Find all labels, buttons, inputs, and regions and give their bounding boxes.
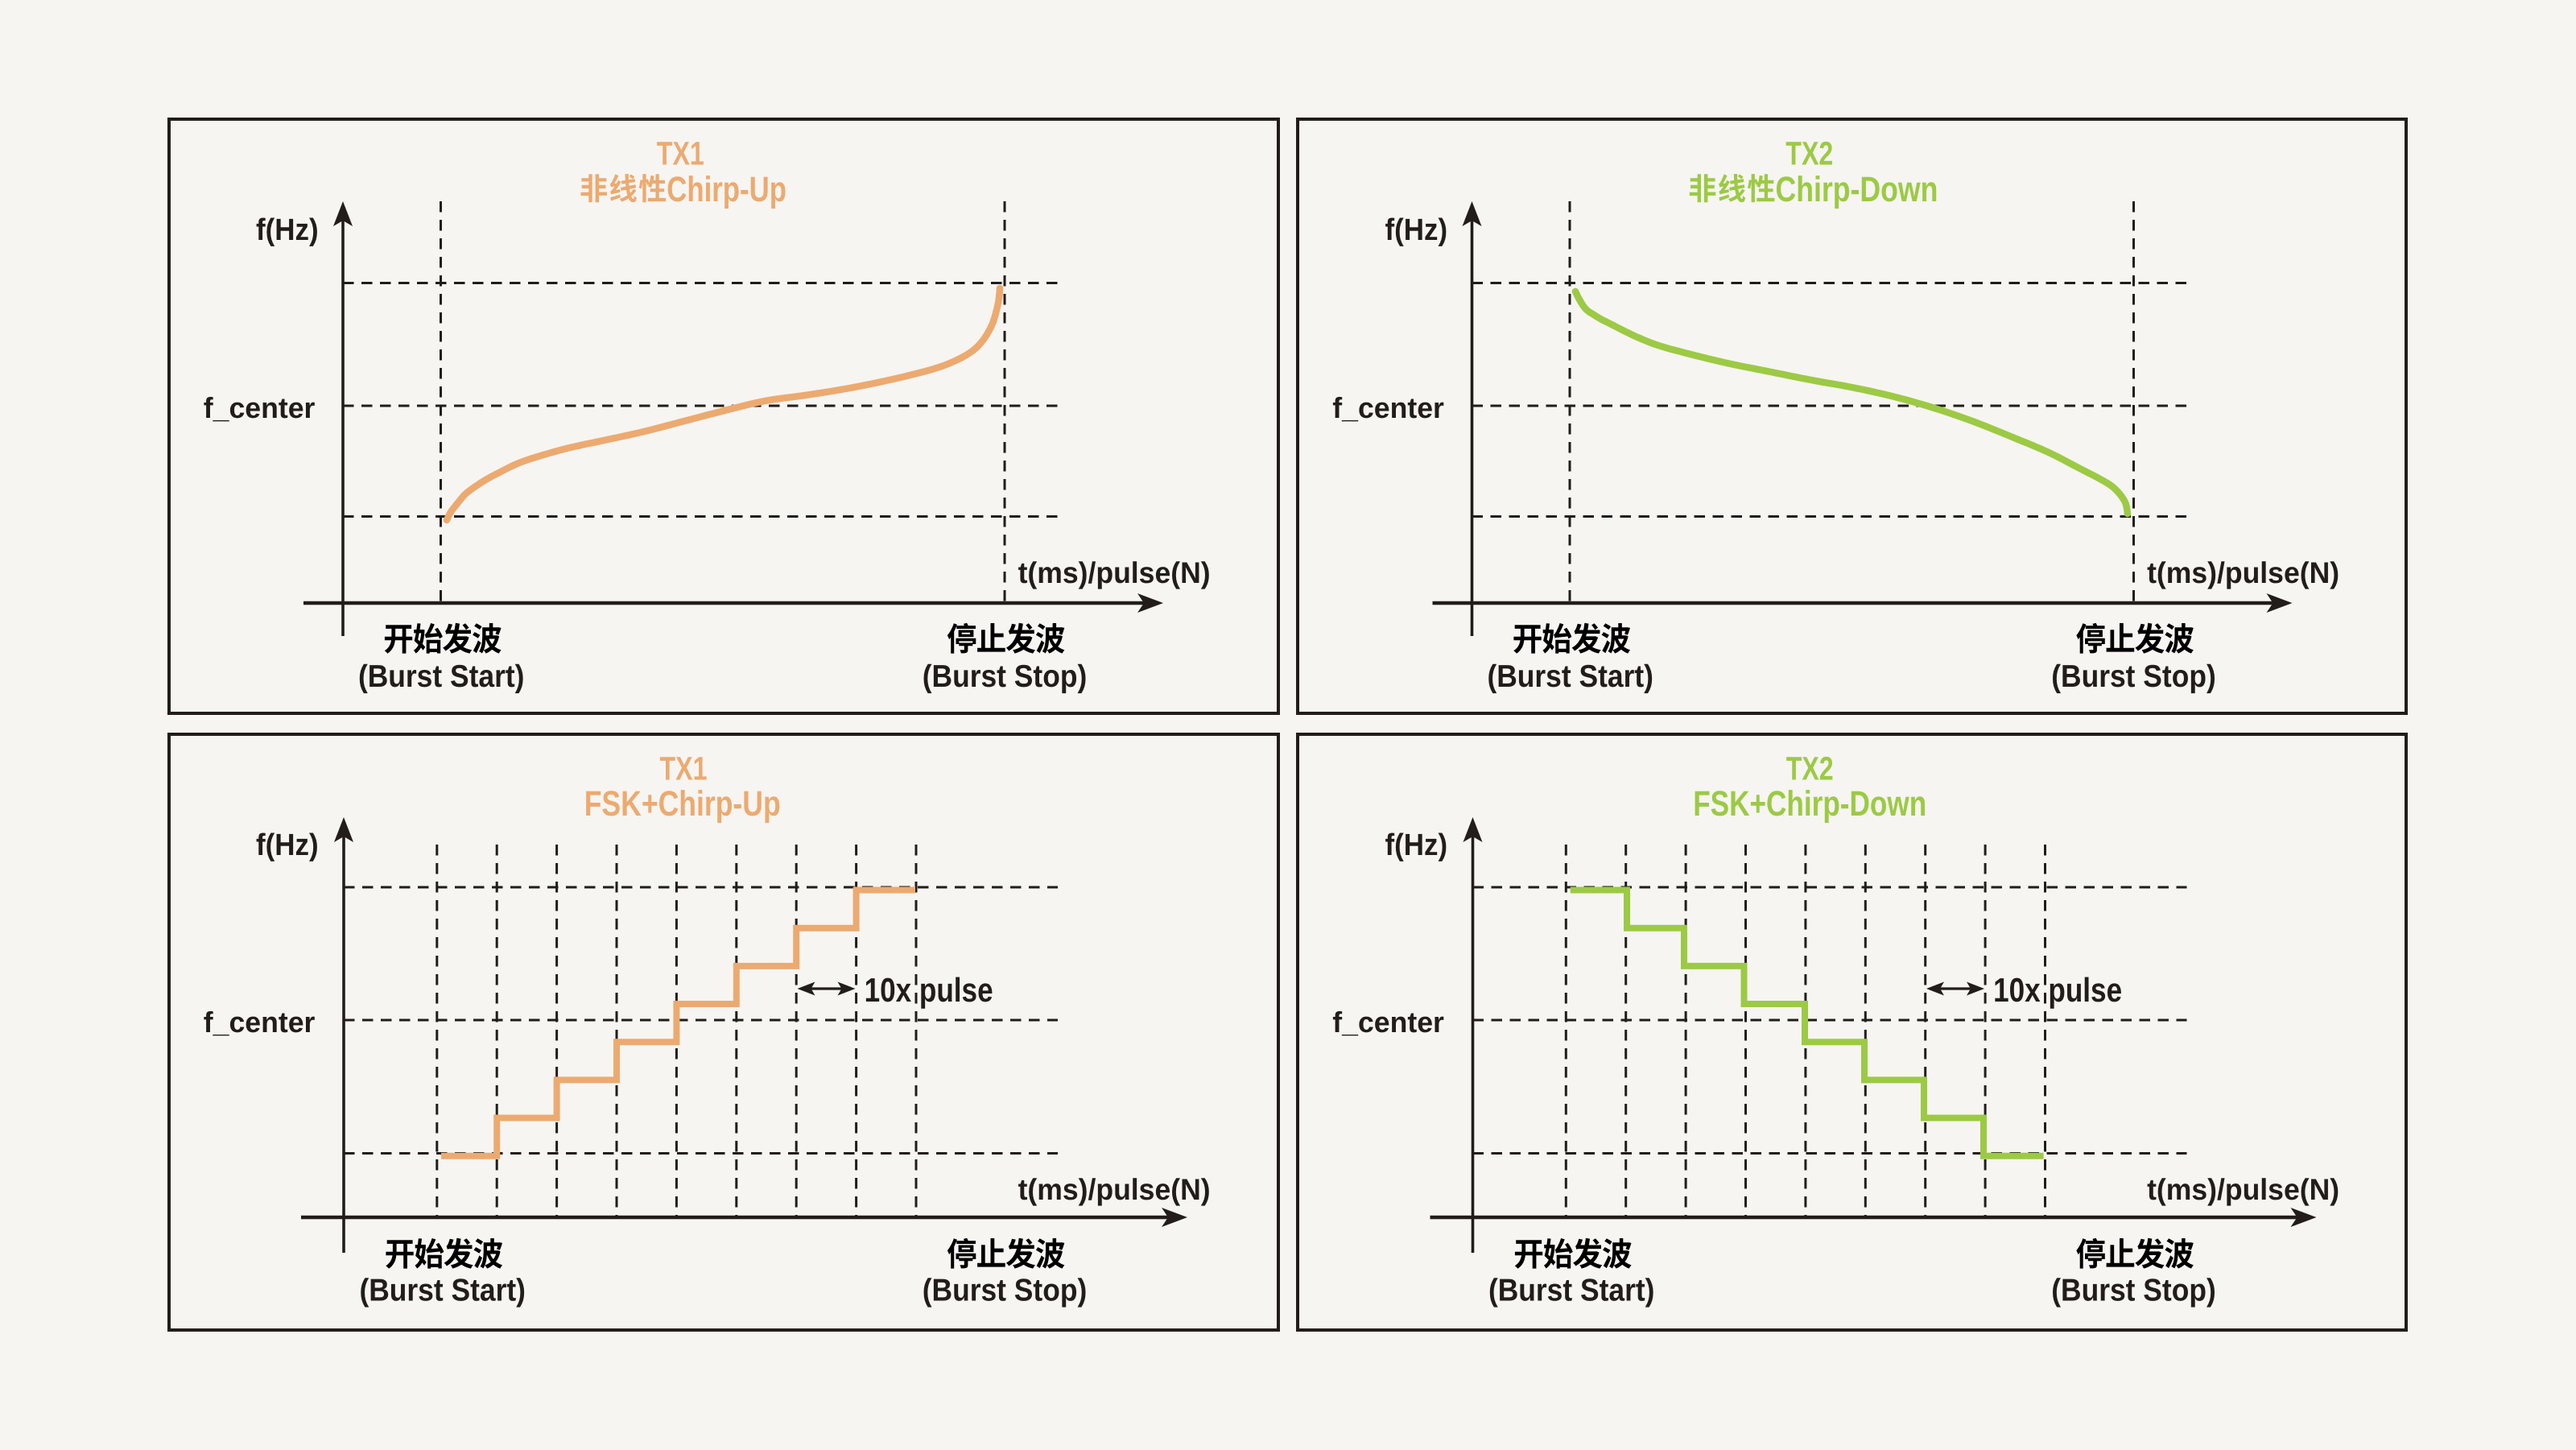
svg-text:f_center: f_center	[204, 1006, 316, 1039]
svg-text:f(Hz): f(Hz)	[256, 828, 319, 862]
svg-text:(Burst Stop): (Burst Stop)	[2051, 1274, 2216, 1308]
svg-text:FSK+Chirp-Up: FSK+Chirp-Up	[584, 784, 781, 824]
svg-text:f(Hz): f(Hz)	[256, 213, 319, 247]
svg-text:(Burst Stop): (Burst Stop)	[2051, 659, 2216, 694]
svg-text:f(Hz): f(Hz)	[1385, 213, 1448, 247]
svg-text:(Burst Start): (Burst Start)	[1488, 1274, 1655, 1308]
svg-text:t(ms)/pulse(N): t(ms)/pulse(N)	[1018, 1173, 1211, 1206]
svg-text:(Burst Stop): (Burst Stop)	[923, 659, 1088, 694]
svg-text:t(ms)/pulse(N): t(ms)/pulse(N)	[1018, 556, 1211, 589]
svg-text:t(ms)/pulse(N): t(ms)/pulse(N)	[2147, 1173, 2339, 1206]
svg-text:FSK+Chirp-Down: FSK+Chirp-Down	[1693, 784, 1926, 824]
svg-text:10x pulse: 10x pulse	[1993, 971, 2122, 1009]
svg-text:f(Hz): f(Hz)	[1385, 828, 1448, 862]
svg-text:f_center: f_center	[1332, 391, 1444, 424]
svg-text:Chirp-Up: Chirp-Up	[667, 170, 786, 209]
svg-text:(Burst Start): (Burst Start)	[1487, 659, 1653, 694]
svg-text:f_center: f_center	[204, 391, 316, 424]
svg-text:TX2: TX2	[1785, 135, 1833, 172]
svg-text:TX1: TX1	[660, 750, 708, 787]
svg-text:t(ms)/pulse(N): t(ms)/pulse(N)	[2147, 556, 2339, 589]
svg-text:(Burst Stop): (Burst Stop)	[923, 1274, 1088, 1308]
svg-text:TX1: TX1	[657, 135, 704, 172]
svg-text:f_center: f_center	[1332, 1006, 1444, 1039]
svg-text:10x pulse: 10x pulse	[865, 971, 993, 1009]
svg-text:Chirp-Down: Chirp-Down	[1776, 170, 1938, 209]
svg-text:TX2: TX2	[1786, 750, 1834, 787]
svg-text:(Burst Start): (Burst Start)	[359, 1274, 526, 1308]
svg-text:(Burst Start): (Burst Start)	[358, 659, 525, 694]
